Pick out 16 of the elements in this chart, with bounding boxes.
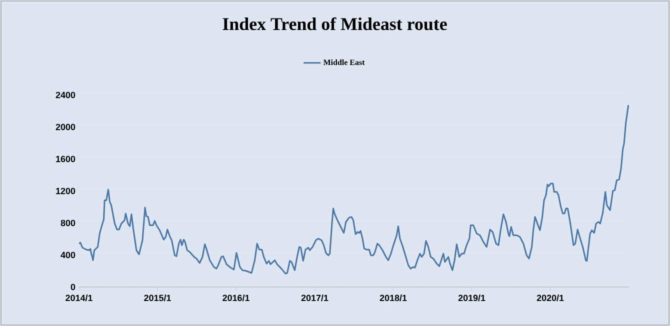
x-tick-label: 2020/1 xyxy=(536,294,564,302)
y-tick-label: 1200 xyxy=(56,188,76,194)
chart-title: Index Trend of Mideast route xyxy=(222,17,447,30)
y-tick-label: 2400 xyxy=(56,92,76,98)
x-tick-label: 2019/1 xyxy=(458,294,486,302)
x-tick-label: 2016/1 xyxy=(222,294,250,302)
y-tick-label: 400 xyxy=(60,252,76,258)
y-tick-label: 800 xyxy=(60,220,76,226)
x-tick-label: 2015/1 xyxy=(144,294,171,302)
x-tick-label: 2018/1 xyxy=(380,294,407,302)
x-tick-label: 2017/1 xyxy=(301,294,328,302)
y-tick-label: 2000 xyxy=(56,124,76,130)
x-tick-label: 2014/1 xyxy=(66,294,92,302)
y-tick-label: 0 xyxy=(70,284,76,290)
y-tick-label: 1600 xyxy=(56,156,76,162)
line-series xyxy=(79,104,630,274)
